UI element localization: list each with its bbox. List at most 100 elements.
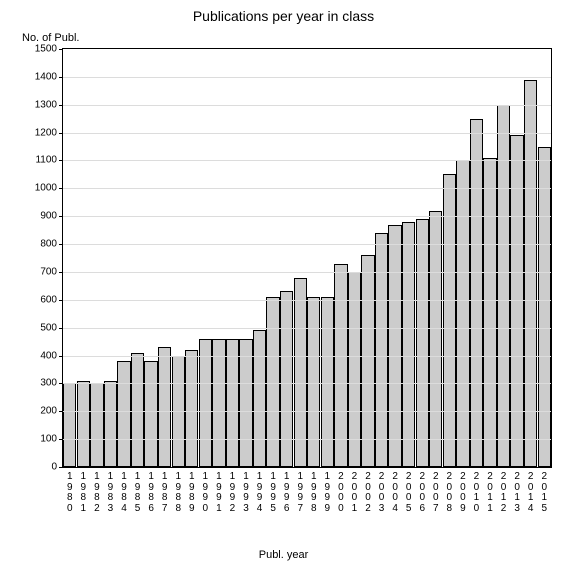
- y-tick-label: 1300: [12, 99, 57, 110]
- y-tick-label: 1100: [12, 155, 57, 166]
- gridline: [63, 216, 551, 217]
- bar: [443, 174, 456, 467]
- x-tick-label: 1987: [159, 472, 171, 514]
- bar: [131, 353, 144, 467]
- x-tick-label: 1985: [132, 472, 144, 514]
- x-tick-label: 2014: [525, 472, 537, 514]
- y-tick-mark: [59, 272, 63, 273]
- y-tick-mark: [59, 77, 63, 78]
- gridline: [63, 439, 551, 440]
- bar: [524, 80, 537, 467]
- chart-title: Publications per year in class: [0, 8, 567, 24]
- x-tick-label: 1986: [145, 472, 157, 514]
- y-tick-label: 900: [12, 211, 57, 222]
- bars-group: [63, 49, 551, 467]
- bar: [307, 297, 320, 467]
- bar: [510, 135, 523, 467]
- x-tick-label: 1991: [213, 472, 225, 514]
- gridline: [63, 328, 551, 329]
- x-tick-label: 2008: [443, 472, 455, 514]
- x-tick-label: 2002: [362, 472, 374, 514]
- y-tick-mark: [59, 160, 63, 161]
- x-tick-label: 1984: [118, 472, 130, 514]
- gridline: [63, 300, 551, 301]
- gridline: [63, 188, 551, 189]
- y-tick-label: 1200: [12, 127, 57, 138]
- x-tick-label: 1980: [64, 472, 76, 514]
- bar: [375, 233, 388, 467]
- bar: [226, 339, 239, 467]
- y-tick-label: 500: [12, 322, 57, 333]
- x-tick-label: 1982: [91, 472, 103, 514]
- y-tick-label: 400: [12, 350, 57, 361]
- y-tick-mark: [59, 300, 63, 301]
- y-tick-mark: [59, 467, 63, 468]
- x-tick-label: 1989: [186, 472, 198, 514]
- x-tick-label: 2000: [335, 472, 347, 514]
- bar: [280, 291, 293, 467]
- bar: [158, 347, 171, 467]
- chart-container: Publications per year in class No. of Pu…: [0, 0, 567, 567]
- x-tick-label: 2003: [376, 472, 388, 514]
- bar: [144, 361, 157, 467]
- bar: [361, 255, 374, 467]
- bar: [212, 339, 225, 467]
- gridline: [63, 77, 551, 78]
- bar: [348, 272, 361, 467]
- gridline: [63, 244, 551, 245]
- x-tick-label: 1990: [199, 472, 211, 514]
- bar: [429, 211, 442, 467]
- gridline: [63, 411, 551, 412]
- y-tick-label: 0: [12, 462, 57, 473]
- bar: [483, 158, 496, 467]
- bar: [239, 339, 252, 467]
- bar: [470, 119, 483, 467]
- y-tick-mark: [59, 356, 63, 357]
- bar: [388, 225, 401, 467]
- x-tick-label: 1998: [308, 472, 320, 514]
- gridline: [63, 105, 551, 106]
- y-tick-mark: [59, 328, 63, 329]
- x-tick-label: 1996: [281, 472, 293, 514]
- x-tick-label: 1992: [226, 472, 238, 514]
- bar: [77, 381, 90, 467]
- y-tick-mark: [59, 49, 63, 50]
- y-tick-label: 300: [12, 378, 57, 389]
- bar: [334, 264, 347, 467]
- bar: [63, 383, 76, 467]
- x-tick-label: 2011: [484, 472, 496, 514]
- y-tick-label: 200: [12, 406, 57, 417]
- x-tick-label: 2009: [457, 472, 469, 514]
- x-tick-label: 1994: [254, 472, 266, 514]
- y-tick-label: 100: [12, 434, 57, 445]
- y-tick-mark: [59, 411, 63, 412]
- y-tick-mark: [59, 244, 63, 245]
- x-tick-label: 1995: [267, 472, 279, 514]
- x-tick-label: 1993: [240, 472, 252, 514]
- y-tick-mark: [59, 439, 63, 440]
- y-tick-label: 600: [12, 294, 57, 305]
- bar: [266, 297, 279, 467]
- x-tick-label: 2013: [511, 472, 523, 514]
- x-axis-title: Publ. year: [0, 549, 567, 561]
- y-tick-mark: [59, 133, 63, 134]
- y-tick-label: 800: [12, 239, 57, 250]
- x-tick-label: 2004: [389, 472, 401, 514]
- x-tick-label: 2015: [538, 472, 550, 514]
- x-tick-label: 2012: [498, 472, 510, 514]
- y-tick-label: 1000: [12, 183, 57, 194]
- plot-area: [62, 48, 552, 468]
- y-tick-mark: [59, 188, 63, 189]
- bar: [253, 330, 266, 467]
- bar: [199, 339, 212, 467]
- x-tick-label: 1999: [321, 472, 333, 514]
- x-tick-label: 2005: [403, 472, 415, 514]
- bar: [117, 361, 130, 467]
- bar: [497, 105, 510, 467]
- x-tick-label: 1997: [294, 472, 306, 514]
- y-tick-label: 1400: [12, 71, 57, 82]
- x-tick-label: 2010: [470, 472, 482, 514]
- x-tick-label: 1983: [104, 472, 116, 514]
- gridline: [63, 356, 551, 357]
- bar: [416, 219, 429, 467]
